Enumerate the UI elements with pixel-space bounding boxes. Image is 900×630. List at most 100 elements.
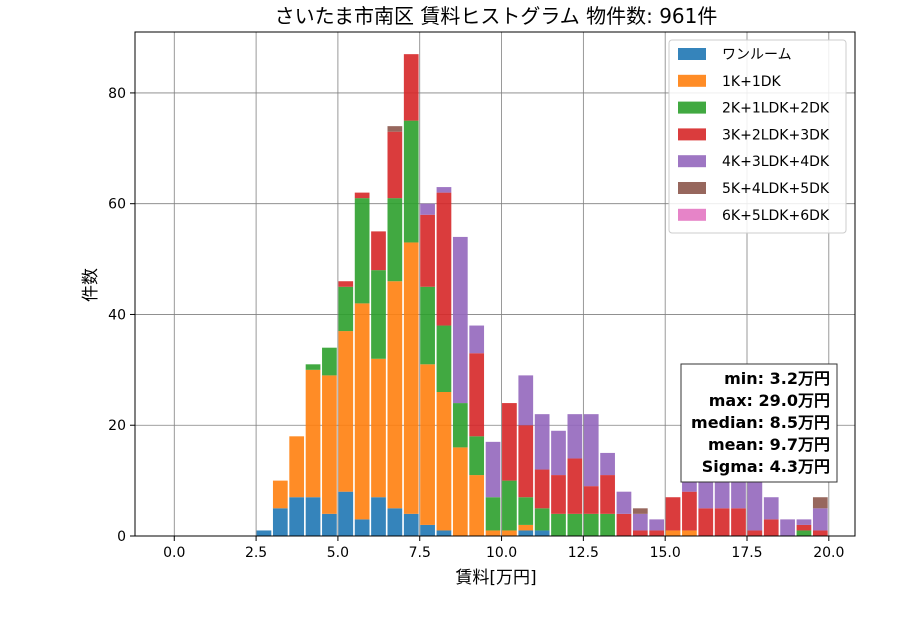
- bar-3-7.0: [403, 54, 419, 121]
- bar-3-12.0: [567, 458, 583, 514]
- bar-4-17.5: [747, 469, 763, 531]
- legend-box: [668, 39, 847, 234]
- bar-2-7.0: [403, 120, 419, 243]
- bar-0-6.5: [387, 508, 403, 536]
- bar-4-16.5: [714, 475, 730, 509]
- bar-1-4.0: [305, 369, 321, 498]
- bar-0-7.0: [403, 513, 419, 536]
- bar-3-11.5: [551, 475, 566, 514]
- bar-1-5.5: [354, 303, 370, 520]
- bar-4-18.5: [780, 519, 795, 536]
- bar-2-9.5: [485, 497, 501, 531]
- bar-4-14.0: [632, 513, 648, 531]
- bar-1-7.0: [403, 242, 419, 514]
- y-tick-label: 20: [108, 418, 126, 434]
- legend-label: ワンルーム: [722, 47, 792, 63]
- bar-2-19.0: [796, 530, 812, 536]
- stats-line: median: 8.5万円: [691, 413, 830, 432]
- bar-3-9.0: [469, 353, 485, 437]
- stats-line: max: 29.0万円: [709, 391, 830, 410]
- x-axis-label: 賃料[万円]: [455, 568, 536, 588]
- bar-0-5.5: [354, 519, 370, 536]
- bar-3-6.0: [371, 231, 386, 271]
- bar-2-10.0: [502, 480, 517, 531]
- stats-line: Sigma: 4.3万円: [702, 457, 830, 476]
- bar-2-8.0: [436, 325, 452, 392]
- bar-4-11.0: [534, 414, 550, 470]
- bar-2-4.5: [322, 347, 337, 376]
- bar-1-9.5: [485, 530, 501, 536]
- legend-label: 2K+1LDK+2DK: [722, 101, 830, 117]
- bar-4-9.0: [469, 325, 485, 354]
- bar-4-19.5: [812, 508, 828, 531]
- bar-0-11.0: [534, 530, 550, 536]
- legend-swatch: [678, 48, 706, 60]
- bar-2-8.5: [452, 403, 468, 448]
- bar-4-13.5: [616, 491, 632, 514]
- bar-1-6.0: [371, 358, 386, 498]
- legend-label: 4K+3LDK+4DK: [722, 154, 830, 170]
- x-tick-label: 12.5: [568, 545, 599, 561]
- legend-label: 1K+1DK: [722, 74, 782, 90]
- y-tick-label: 0: [117, 529, 126, 545]
- bar-2-10.5: [518, 497, 534, 525]
- bar-4-14.5: [649, 519, 665, 531]
- bar-0-6.0: [371, 497, 386, 536]
- legend-label: 3K+2LDK+3DK: [722, 127, 830, 143]
- bar-1-5.0: [338, 331, 354, 492]
- legend-swatch: [678, 208, 706, 221]
- bar-3-19.0: [796, 524, 812, 531]
- x-tick-label: 0.0: [163, 545, 185, 561]
- legend: ワンルーム 1K+1DK 2K+1LDK+2DK 3K+2LDK+3DK 4K+3LDK…: [668, 39, 847, 234]
- bar-1-4.5: [322, 375, 337, 514]
- bar-3-15.5: [682, 491, 697, 531]
- bar-1-15.5: [682, 530, 697, 536]
- bar-2-11.5: [551, 513, 566, 536]
- bar-0-10.5: [518, 530, 534, 536]
- x-tick-label: 17.5: [731, 545, 762, 561]
- x-tick-label: 5.0: [327, 545, 349, 561]
- bar-3-19.5: [812, 530, 828, 536]
- legend-swatch: [678, 101, 706, 114]
- bar-3-10.0: [502, 403, 517, 481]
- bar-3-15.0: [665, 497, 681, 531]
- legend-label: 6K+5LDK+6DK: [722, 208, 830, 224]
- bar-5-19.5: [812, 497, 828, 509]
- statistics-box: min: 3.2万円 max: 29.0万円 median: 8.5万円 mean: …: [680, 363, 838, 483]
- chart-title: さいたま市南区 賃料ヒストグラム 物件数: 961件: [275, 4, 718, 28]
- bar-2-9.0: [469, 436, 485, 476]
- bar-4-19.0: [796, 519, 812, 525]
- bar-0-2.5: [256, 530, 272, 536]
- bar-1-3.5: [289, 436, 305, 498]
- bar-3-14.5: [649, 530, 665, 536]
- bar-3-17.0: [731, 508, 746, 536]
- bar-2-5.5: [354, 198, 370, 304]
- bar-2-12.5: [583, 513, 599, 536]
- x-tick-label: 10.0: [486, 545, 517, 561]
- bar-1-8.5: [452, 447, 468, 536]
- legend-swatch: [678, 182, 706, 194]
- bar-2-13.0: [600, 513, 615, 536]
- bar-2-5.0: [338, 286, 354, 332]
- plot-area-frame: [134, 31, 856, 537]
- bar-0-4.5: [322, 513, 337, 536]
- y-tick-label: 80: [108, 86, 126, 102]
- y-axis-label: 件数: [81, 268, 101, 302]
- bar-2-4.0: [305, 364, 321, 370]
- bar-4-12.5: [583, 414, 599, 487]
- bar-0-5.0: [338, 491, 354, 536]
- bar-5-14.0: [632, 508, 648, 514]
- bar-1-9.0: [469, 475, 485, 536]
- y-tick-label: 60: [108, 197, 126, 213]
- bar-3-17.5: [747, 530, 763, 536]
- bar-3-5.5: [354, 192, 370, 199]
- bar-1-15.0: [665, 530, 681, 536]
- bar-1-10.0: [502, 530, 517, 536]
- bar-4-10.5: [518, 375, 534, 426]
- bar-5-6.5: [387, 126, 403, 132]
- bar-4-12.0: [567, 414, 583, 459]
- x-axis-ticks: 0.0 2.5 5.0 7.5 10.0 12.5 15.0 17.5 20.0: [163, 536, 844, 561]
- x-tick-label: 2.5: [245, 545, 267, 561]
- bar-4-18.0: [763, 497, 779, 520]
- bar-2-6.5: [387, 198, 403, 282]
